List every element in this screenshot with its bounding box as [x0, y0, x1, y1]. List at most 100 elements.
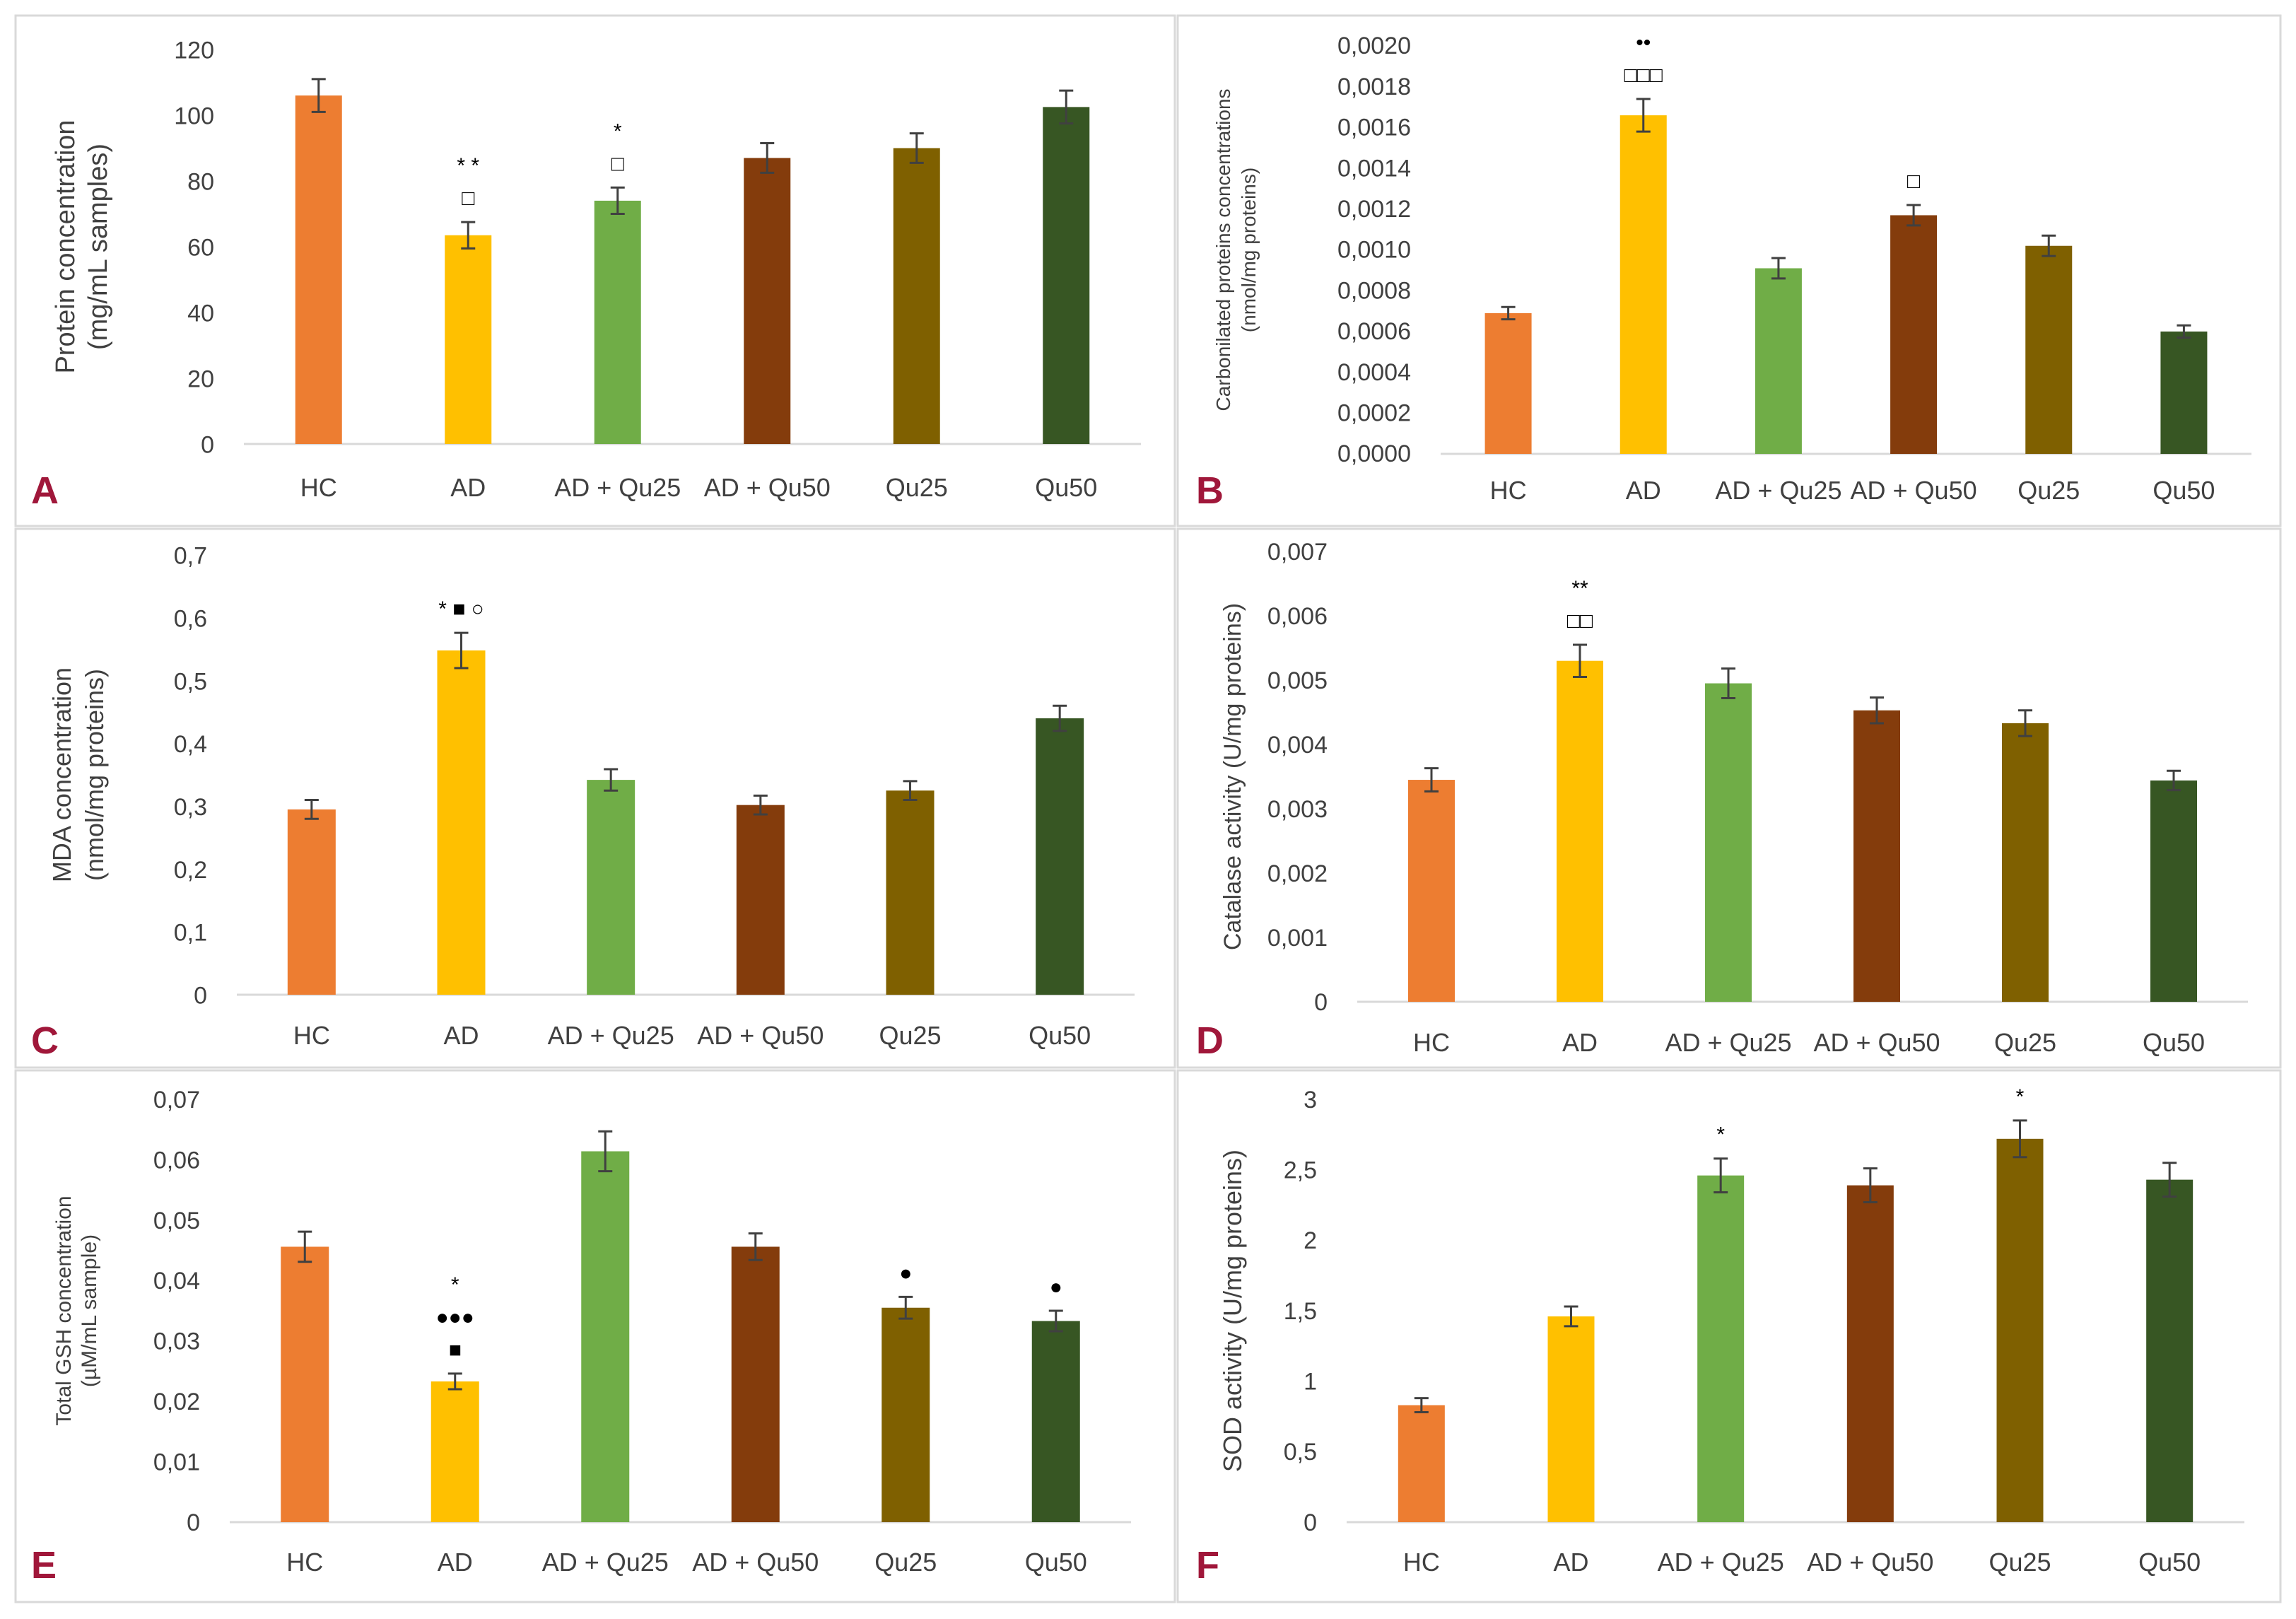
panel-a-bar [295, 95, 342, 444]
panel-d-category-label: AD + Qu25 [1665, 1028, 1791, 1057]
panel-c-ytick: 0 [194, 983, 207, 1010]
panel-e-bar [882, 1307, 930, 1522]
panel-f-category-label: Qu50 [2138, 1548, 2201, 1577]
panel-f-category-label: AD + Qu25 [1658, 1548, 1784, 1577]
panel-c-bar [736, 805, 785, 995]
panel-a-y-axis-label: Protein concentration [51, 119, 81, 373]
panel-a-ytick: 80 [187, 169, 214, 196]
panel-e-y-axis-label: (µM/mL sample) [78, 1234, 101, 1387]
panel-d-ytick: 0,003 [1267, 796, 1328, 823]
panel-a-letter: A [31, 469, 59, 512]
panel-b: 0,0000 0,0002 0,0004 0,0006 0,0008 0,0010 0,00… [1176, 14, 2282, 527]
panel-a-significance-mark: * * [457, 154, 479, 177]
panel-b-bar [1890, 215, 1938, 454]
panel-c-category-label: HC [293, 1021, 330, 1050]
panel-d-ytick: 0,004 [1267, 732, 1328, 759]
panel-d-bar [1557, 660, 1603, 1002]
panel-e-category-label: Qu50 [1025, 1548, 1087, 1577]
panel-e-category-label: AD + Qu50 [692, 1548, 819, 1577]
panel-d-ytick: 0 [1314, 989, 1328, 1016]
panel-b-bar [2025, 245, 2073, 454]
panel-d-ytick: 0,001 [1267, 925, 1328, 952]
panel-c-category-label: AD + Qu25 [548, 1021, 674, 1050]
panel-f-ytick: 2,5 [1284, 1157, 1317, 1184]
panel-e-category-label: HC [286, 1548, 323, 1577]
panel-d-significance-mark: ** [1571, 577, 1588, 600]
panel-f-bar [1996, 1138, 2044, 1522]
panel-e-ytick: 0,05 [153, 1208, 200, 1234]
panel-f-significance-mark: * [1716, 1123, 1725, 1147]
panel-a-significance-mark: * [614, 119, 622, 143]
panel-f: 0 0,5 1 1,5 2 2,5 3 HC AD * AD + Qu25 AD + Qu50 * Qu2… [1176, 1069, 2282, 1603]
panel-f-ytick: 2 [1304, 1227, 1317, 1254]
panel-b-bar [1484, 312, 1532, 454]
panel-a-ytick: 120 [174, 37, 214, 64]
panel-d-bar [1705, 683, 1752, 1002]
panel-c: 0 0,1 0,2 0,3 0,4 0,5 0,6 0,7 HC * ■ ○ AD AD + Qu25… [14, 527, 1176, 1069]
panel-e-bar [430, 1381, 479, 1522]
panel-e-y-axis-label: Total GSH concentration [52, 1196, 76, 1425]
panel-e-ytick: 0,04 [153, 1268, 200, 1294]
panel-d-ytick: 0,006 [1267, 603, 1328, 630]
panel-f-ytick: 0,5 [1284, 1439, 1317, 1466]
panel-a-category-label: AD + Qu25 [554, 473, 681, 502]
panel-d-bar [1408, 780, 1455, 1002]
panel-f-ytick: 3 [1304, 1087, 1317, 1114]
panel-d-category-label: HC [1413, 1028, 1450, 1057]
panel-b-bar [2160, 331, 2208, 454]
panel-a-bar [1043, 107, 1090, 444]
panel-e-category-label: AD + Qu25 [542, 1548, 669, 1577]
panel-c-ytick: 0,2 [174, 857, 207, 884]
panel-b-ytick: 0,0006 [1337, 318, 1411, 345]
panel-a-y-axis-label: (mg/mL samples) [83, 144, 113, 350]
panel-b-category-label: Qu50 [2152, 476, 2215, 505]
panel-a-category-label: HC [300, 473, 337, 502]
panel-a-ytick: 40 [187, 300, 214, 327]
panel-a-ytick: 20 [187, 366, 214, 393]
panel-b-category-label: HC [1490, 476, 1527, 505]
panel-d-category-label: Qu25 [1994, 1028, 2056, 1057]
panel-d-ytick: 0,002 [1267, 860, 1328, 887]
panel-c-bar [437, 650, 486, 995]
panel-a-ytick: 100 [174, 103, 214, 130]
panel-d-category-label: Qu50 [2143, 1028, 2205, 1057]
panel-b-category-label: AD + Qu25 [1715, 476, 1841, 505]
panel-e-bar [281, 1246, 329, 1522]
panel-b-ytick: 0,0016 [1337, 115, 1411, 141]
panel-f-y-axis-label: SOD activity (U/mg proteins) [1218, 1150, 1247, 1472]
panel-e-significance-mark: ●●● [436, 1306, 474, 1329]
panel-e-significance-mark: * [451, 1273, 459, 1297]
panel-c-bar [1036, 718, 1084, 995]
panel-d-bar [2002, 723, 2049, 1002]
panel-c-ytick: 0,1 [174, 920, 207, 947]
panel-d-letter: D [1196, 1019, 1224, 1062]
panel-e-significance-mark: ● [899, 1261, 912, 1285]
panel-d-significance-mark: □□ [1567, 609, 1593, 633]
panel-c-ytick: 0,5 [174, 668, 207, 695]
panel-a-ytick: 60 [187, 235, 214, 262]
panel-b-ytick: 0,0000 [1337, 440, 1411, 467]
panel-e-ytick: 0 [187, 1509, 200, 1536]
panel-b-y-axis-label: (nmol/mg proteins) [1238, 168, 1260, 332]
panel-c-bar [886, 790, 935, 995]
panel-b-bar [1755, 268, 1802, 454]
panel-f-ytick: 1 [1304, 1369, 1317, 1396]
panel-b-category-label: Qu25 [2017, 476, 2080, 505]
panel-c-category-label: Qu50 [1029, 1021, 1091, 1050]
panel-b-category-label: AD + Qu50 [1851, 476, 1977, 505]
panel-a-bar [594, 200, 641, 444]
panel-c-bar [287, 809, 336, 995]
panel-b-y-axis-label: Carbonilated proteins concentrations [1212, 88, 1234, 411]
panel-a-bar [893, 148, 940, 444]
panel-c-letter: C [31, 1019, 59, 1062]
panel-f-letter: F [1196, 1544, 1219, 1586]
panel-f-significance-mark: * [2016, 1085, 2025, 1109]
panel-b-ytick: 0,0018 [1337, 74, 1411, 100]
panel-a-category-label: Qu25 [886, 473, 948, 502]
panel-f-bar [1547, 1316, 1595, 1522]
panel-d-bar [1853, 710, 1900, 1002]
panel-e-bar [581, 1151, 630, 1522]
panel-a-bar [445, 235, 492, 444]
panel-d-ytick: 0,005 [1267, 667, 1328, 694]
